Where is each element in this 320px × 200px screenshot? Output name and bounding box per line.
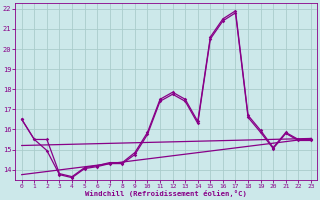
X-axis label: Windchill (Refroidissement éolien,°C): Windchill (Refroidissement éolien,°C) bbox=[85, 190, 247, 197]
